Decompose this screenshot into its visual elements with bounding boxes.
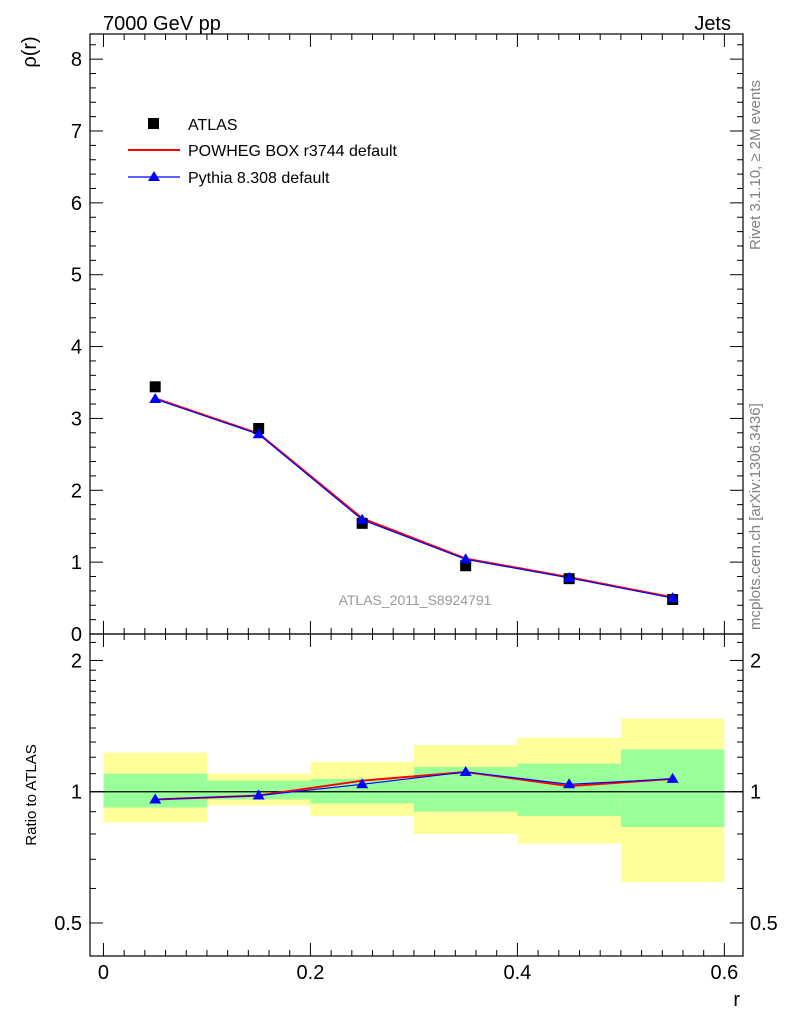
main-ytick-label: 0 (71, 624, 82, 646)
ratio-ytick-label-right: 0.5 (750, 913, 778, 935)
ratio-ytick-label: 1 (71, 782, 82, 804)
marker-pythia (459, 553, 472, 564)
ratio-y-axis-label: Ratio to ATLAS (23, 744, 40, 845)
uncertainty-band-inner (620, 749, 725, 828)
marker-pythia (563, 571, 576, 582)
ratio-ytick-label: 0.5 (54, 913, 82, 935)
x-axis-label: r (733, 989, 740, 1011)
ratio-plot-panel: 0.5 0.5 1 1 2 2 0 0.2 0.4 0.6 (54, 633, 778, 984)
x-tick-label: 0.6 (710, 962, 738, 984)
legend-marker-atlas (148, 118, 159, 129)
marker-pythia (149, 393, 162, 404)
header-right-title: Jets (694, 13, 731, 35)
ratio-frame (89, 633, 744, 957)
legend-marker-pythia (148, 171, 160, 181)
main-ytick-label: 7 (71, 121, 82, 143)
main-ytick-label: 2 (71, 480, 82, 502)
series-line-pythia (155, 398, 673, 599)
ratio-ytick-label-right: 1 (750, 782, 761, 804)
x-tick-label: 0 (98, 962, 109, 984)
marker-pythia (666, 592, 679, 603)
legend: ATLAS POWHEG BOX r3744 default Pythia 8.… (128, 117, 398, 187)
legend-label-powheg: POWHEG BOX r3744 default (188, 143, 398, 160)
legend-label-atlas: ATLAS (188, 117, 238, 134)
marker-pythia (252, 428, 265, 439)
x-tick-label: 0.4 (503, 962, 531, 984)
main-ytick-label: 1 (71, 552, 82, 574)
x-tick-label: 0.2 (297, 962, 325, 984)
marker-pythia (356, 513, 369, 524)
header-left-title: 7000 GeV pp (103, 13, 221, 35)
ratio-marker-pythia (252, 789, 265, 800)
ratio-ytick-label: 2 (71, 650, 82, 672)
ratio-ytick-label-right: 2 (750, 650, 761, 672)
main-y-axis-label: ρ(r) (19, 36, 41, 67)
data-point-atlas (460, 560, 472, 572)
main-ytick-label: 3 (71, 408, 82, 430)
main-ytick-label: 5 (71, 265, 82, 287)
analysis-label: ATLAS_2011_S8924791 (339, 592, 492, 608)
mcplots-label: mcplots.cern.ch [arXiv:1306.3436] (747, 403, 764, 630)
ratio-marker-pythia (459, 765, 472, 776)
main-plot-panel: 0 1 2 3 4 5 6 7 8 (71, 33, 744, 646)
main-ytick-label: 6 (71, 193, 82, 215)
series-line-powheg (154, 397, 673, 599)
rivet-label: Rivet 3.1.10, ≥ 2M events (747, 80, 764, 250)
ratio-line-pythia (155, 771, 673, 801)
uncertainty-band-inner (517, 763, 621, 816)
legend-label-pythia: Pythia 8.308 default (188, 170, 330, 187)
ratio-marker-pythia (356, 778, 369, 789)
ratio-marker-pythia (666, 772, 679, 783)
main-ytick-label: 8 (71, 49, 82, 71)
ratio-marker-pythia (563, 778, 576, 789)
main-ytick-label: 4 (71, 337, 82, 359)
ratio-marker-pythia (149, 793, 162, 804)
data-point-atlas (149, 381, 161, 393)
